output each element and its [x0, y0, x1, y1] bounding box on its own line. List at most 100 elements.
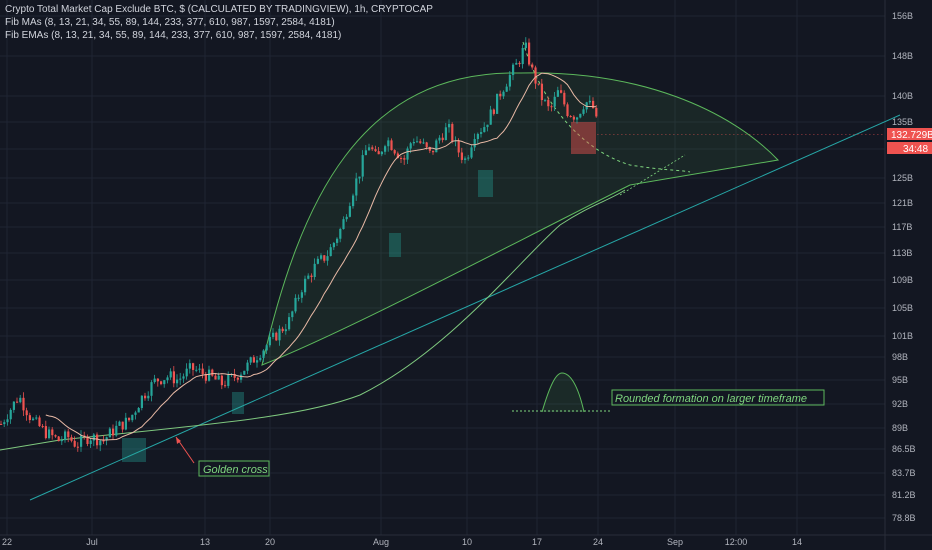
candle: [0, 420, 3, 425]
candle-body: [364, 150, 367, 156]
candle-body: [553, 96, 556, 107]
candles: [0, 37, 598, 452]
y-tick-label: 101B: [892, 331, 913, 341]
candle: [208, 365, 211, 382]
candle: [355, 172, 358, 201]
candle-body: [19, 397, 22, 403]
y-tick-label: 95B: [892, 375, 908, 385]
candle-body: [467, 157, 470, 159]
candle: [41, 424, 44, 429]
candle: [416, 136, 419, 143]
candle-body: [480, 132, 483, 134]
candle: [169, 368, 172, 380]
x-tick-label: 10: [462, 537, 472, 547]
candle-body: [86, 436, 89, 444]
y-tick-label: 98B: [892, 352, 908, 362]
candle: [352, 193, 355, 209]
candle-body: [288, 317, 291, 330]
candle: [204, 371, 207, 384]
x-tick-label: 17: [532, 537, 542, 547]
candle: [323, 254, 326, 263]
candle-body: [150, 382, 153, 396]
candle-body: [531, 64, 534, 68]
candle: [339, 227, 342, 243]
candle: [176, 374, 179, 388]
candle: [284, 323, 287, 335]
candle-body: [390, 140, 393, 151]
candle-body: [473, 139, 476, 148]
candle: [89, 438, 92, 449]
candle: [6, 414, 9, 426]
candle: [358, 176, 361, 184]
candle: [521, 44, 524, 69]
rounded-formation-box: [611, 389, 825, 406]
golden-cross-label: Golden cross: [203, 464, 268, 476]
golden-cross-box: [198, 460, 270, 477]
candle-body: [403, 158, 406, 160]
candle-body: [547, 99, 550, 107]
candle: [297, 294, 300, 302]
candle: [3, 419, 6, 428]
candle-body: [112, 428, 115, 436]
countdown-badge: [887, 142, 932, 154]
candle: [524, 37, 527, 50]
candle-body: [118, 421, 121, 426]
time-axis[interactable]: 22 Jul 13 20 Aug 10 17 24 Sep 12:00 14: [2, 537, 802, 547]
highlight-box: [122, 438, 146, 462]
candle-body: [163, 380, 166, 385]
candle: [473, 133, 476, 152]
candle-body: [92, 434, 95, 441]
candle: [406, 146, 409, 165]
candle-body: [201, 368, 204, 375]
candle-body: [592, 100, 595, 109]
candle: [502, 90, 505, 100]
annotation-labels: Golden cross Rounded formation on larger…: [198, 128, 932, 477]
long-ema-curve: [0, 189, 626, 451]
candle-body: [409, 143, 412, 149]
candle-body: [502, 91, 505, 97]
candle-body: [528, 42, 531, 65]
chart-legend: Crypto Total Market Cap Exclude BTC, $ (…: [5, 3, 433, 42]
candle: [563, 90, 566, 107]
candle: [86, 434, 89, 447]
candle: [32, 416, 35, 422]
candle: [393, 149, 396, 156]
candle-body: [387, 140, 390, 147]
candle: [288, 313, 291, 331]
candle-body: [256, 360, 259, 363]
legend-fib-mas: Fib MAs (8, 13, 21, 34, 55, 89, 144, 233…: [5, 17, 335, 28]
price-axis[interactable]: 156B148B140B135B130B125B121B117B113B109B…: [892, 11, 916, 523]
candle: [457, 138, 460, 158]
candle-body: [22, 397, 25, 411]
candle: [470, 144, 473, 159]
candle-body: [470, 147, 473, 158]
candle: [569, 115, 572, 118]
candle: [16, 397, 19, 404]
highlight-box: [478, 170, 493, 197]
candle: [124, 412, 127, 431]
candle: [329, 243, 332, 257]
candle-body: [284, 329, 287, 332]
candle: [300, 289, 303, 303]
candle-body: [179, 378, 182, 380]
candle: [256, 355, 259, 368]
x-tick-label: Jul: [86, 537, 98, 547]
candle-body: [358, 176, 361, 179]
candle: [57, 435, 60, 442]
x-tick-label: 20: [265, 537, 275, 547]
candle: [137, 407, 140, 413]
candle-body: [544, 99, 547, 101]
candle: [259, 354, 262, 362]
candle-body: [41, 426, 44, 428]
candle-body: [214, 375, 217, 380]
candle: [188, 359, 191, 374]
legend-symbol: Crypto Total Market Cap Exclude BTC, $ (…: [5, 4, 433, 15]
candle: [38, 415, 41, 427]
candle: [48, 426, 51, 440]
candle: [220, 374, 223, 390]
candle: [540, 78, 543, 106]
candle: [419, 138, 422, 145]
candle-body: [268, 336, 271, 346]
candle-body: [371, 147, 374, 150]
